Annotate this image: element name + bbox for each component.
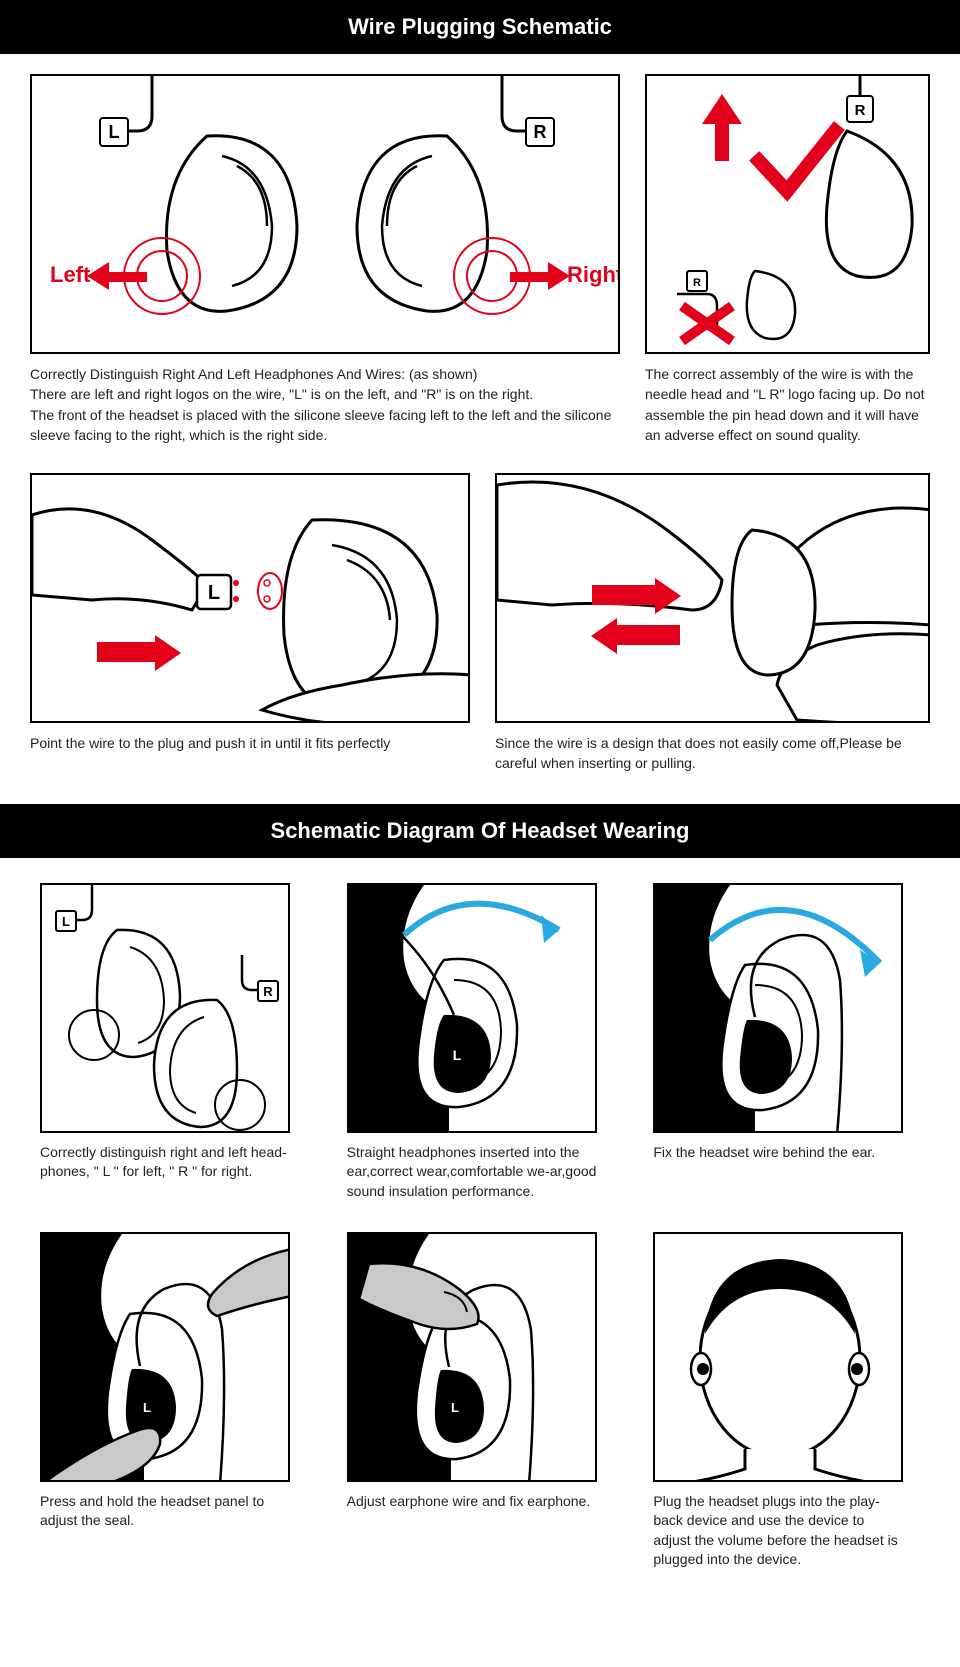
wear-step-5: L Adjust earphone wire and fix earphone.	[347, 1232, 614, 1570]
panel-assembly-caption: The correct assembly of the wire is with…	[645, 364, 930, 445]
step2-caption: Straight headphones inserted into the ea…	[347, 1143, 597, 1202]
plug-r-down: R	[693, 277, 701, 289]
section2-grid: L R Correctly distinguish right and left…	[0, 858, 960, 1600]
section1-title: Wire Plugging Schematic	[0, 0, 960, 54]
step1-L: L	[62, 914, 70, 929]
section2-title: Schematic Diagram Of Headset Wearing	[0, 804, 960, 858]
panel-assembly-orientation: R R The correc	[645, 74, 930, 445]
plug-l-label: L	[109, 122, 120, 142]
wear-step-1: L R Correctly distinguish right and left…	[40, 883, 307, 1202]
wear-step-6: Plug the headset plugs into the play-bac…	[653, 1232, 920, 1570]
step1-R: R	[263, 984, 273, 999]
plug-r-up: R	[855, 102, 866, 119]
wear-step-4: L Press and hold the headset panel to ad…	[40, 1232, 307, 1570]
wear-step-3: Fix the headset wire behind the ear.	[653, 883, 920, 1202]
panel-pull-caption: Since the wire is a design that does not…	[495, 733, 930, 774]
plug-r-label: R	[534, 122, 547, 142]
step6-caption: Plug the headset plugs into the play-bac…	[653, 1492, 903, 1570]
step4-L: L	[143, 1400, 151, 1415]
plug-l-push: L	[208, 582, 220, 604]
step5-L: L	[451, 1400, 459, 1415]
step5-caption: Adjust earphone wire and fix earphone.	[347, 1492, 597, 1512]
right-label: Right	[567, 262, 620, 288]
left-label: Left	[50, 262, 90, 288]
panel-push-caption: Point the wire to the plug and push it i…	[30, 733, 470, 753]
panel-push-in: L Point the wire to	[30, 473, 470, 774]
step1-caption: Correctly distinguish right and left hea…	[40, 1143, 290, 1182]
step3-caption: Fix the headset wire behind the ear.	[653, 1143, 903, 1163]
section1-content: L R	[0, 54, 960, 804]
panel-lr-distinguish: L R	[30, 74, 620, 445]
panel-pull-care: Since the wire is a design that does not…	[495, 473, 930, 774]
panel-lr-caption: Correctly Distinguish Right And Left Hea…	[30, 364, 620, 445]
step2-L: L	[452, 1047, 461, 1063]
step4-caption: Press and hold the headset panel to adju…	[40, 1492, 290, 1531]
wear-step-2: L Straight headphones inserted into the …	[347, 883, 614, 1202]
